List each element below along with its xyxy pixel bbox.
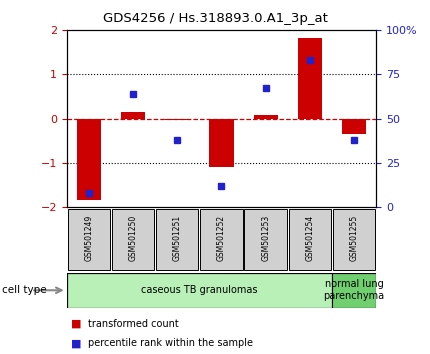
Text: GSM501252: GSM501252 [217, 215, 226, 261]
Bar [332, 273, 376, 308]
Text: transformed count: transformed count [88, 319, 179, 329]
Bar [209, 119, 233, 167]
Text: caseous TB granulomas: caseous TB granulomas [141, 285, 258, 295]
Bar [112, 209, 154, 270]
Bar [165, 119, 189, 120]
Bar [342, 119, 366, 134]
Text: GSM501250: GSM501250 [129, 215, 138, 261]
Bar [244, 209, 287, 270]
Bar [289, 209, 331, 270]
Bar [156, 209, 199, 270]
Text: ■: ■ [71, 338, 81, 348]
Bar [68, 209, 110, 270]
Bar [298, 38, 322, 119]
Text: GSM501255: GSM501255 [350, 215, 359, 261]
Text: ■: ■ [71, 319, 81, 329]
Bar [200, 209, 243, 270]
Bar [77, 119, 101, 200]
Text: cell type: cell type [2, 285, 47, 295]
Text: percentile rank within the sample: percentile rank within the sample [88, 338, 253, 348]
Bar [121, 112, 145, 119]
Bar [67, 273, 332, 308]
Bar [333, 209, 375, 270]
Text: GDS4256 / Hs.318893.0.A1_3p_at: GDS4256 / Hs.318893.0.A1_3p_at [103, 12, 327, 25]
Bar [254, 115, 278, 119]
Text: GSM501254: GSM501254 [305, 215, 314, 261]
Text: GSM501251: GSM501251 [173, 215, 182, 261]
Text: GSM501253: GSM501253 [261, 215, 270, 261]
Text: GSM501249: GSM501249 [84, 215, 93, 261]
Text: normal lung
parenchyma: normal lung parenchyma [323, 279, 385, 301]
